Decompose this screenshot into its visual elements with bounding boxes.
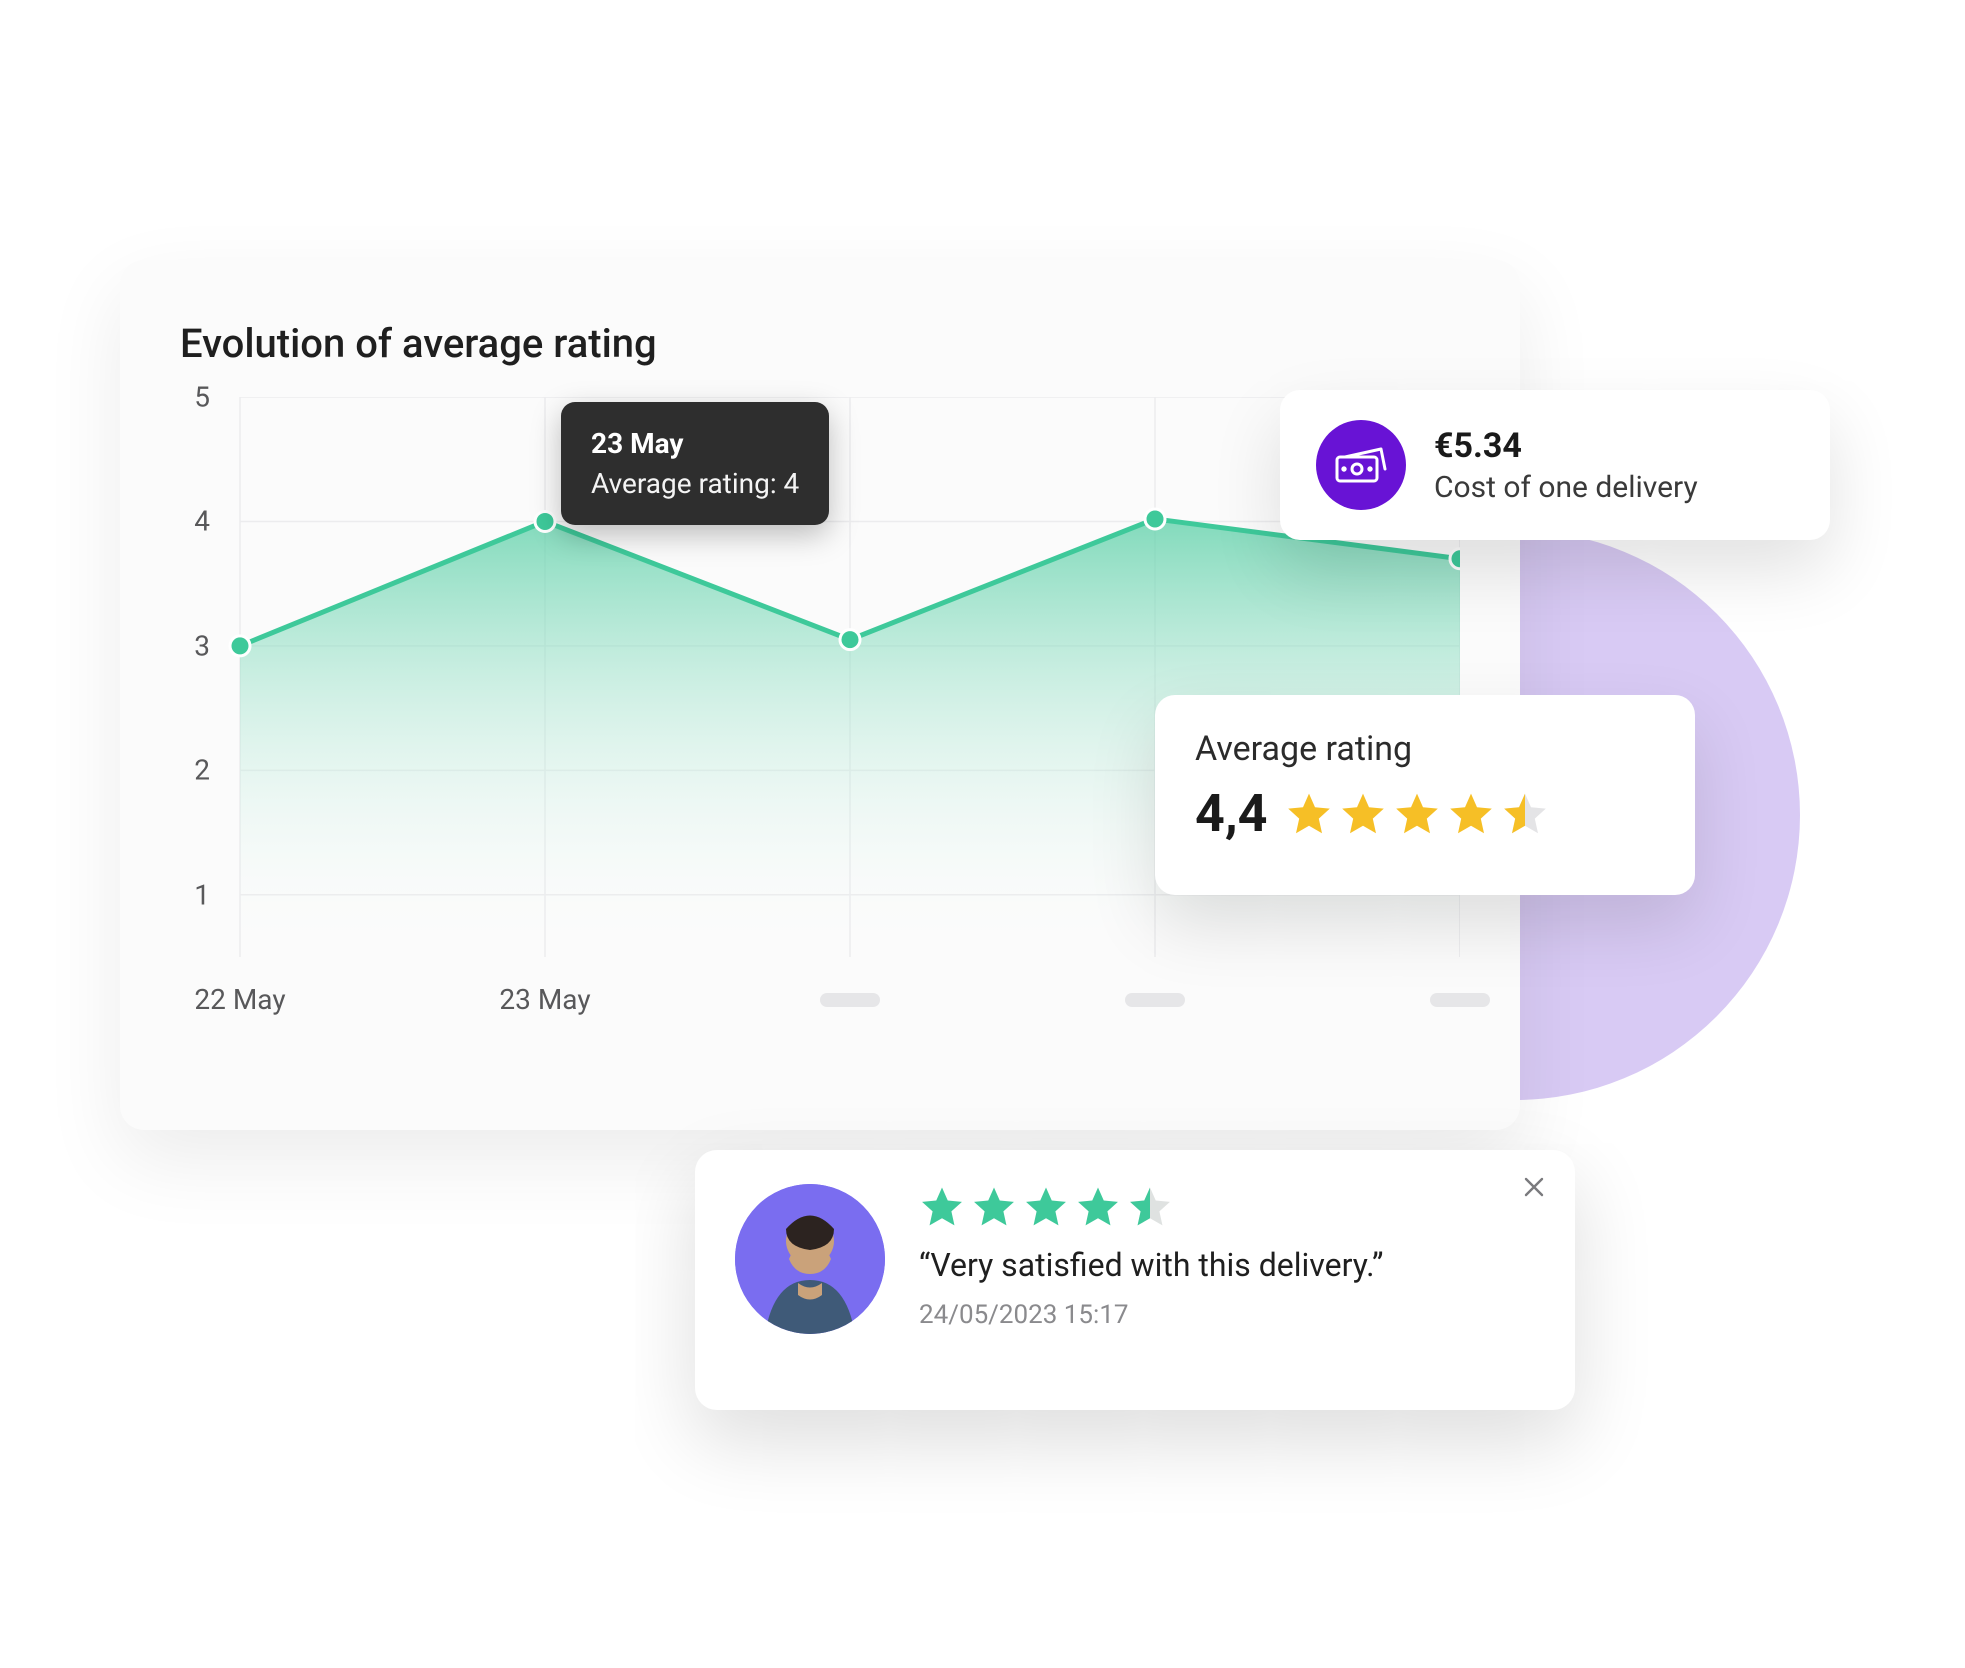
review-stars xyxy=(919,1184,1535,1230)
y-tick-label: 2 xyxy=(170,754,210,787)
star-icon xyxy=(1023,1184,1069,1230)
star-icon xyxy=(1075,1184,1121,1230)
close-icon xyxy=(1523,1176,1545,1198)
cash-icon xyxy=(1316,420,1406,510)
star-icon xyxy=(1127,1184,1173,1230)
x-tick-label: 22 May xyxy=(194,983,285,1016)
review-text: “Very satisfied with this delivery.” xyxy=(919,1246,1535,1284)
cost-value: €5.34 xyxy=(1434,426,1698,466)
rating-card: Average rating 4,4 xyxy=(1155,695,1695,895)
y-tick-label: 3 xyxy=(170,629,210,662)
x-tick-label: 23 May xyxy=(499,983,590,1016)
rating-card-value: 4,4 xyxy=(1195,783,1267,844)
tooltip-value: Average rating: 4 xyxy=(591,464,799,503)
rating-card-title: Average rating xyxy=(1195,729,1655,769)
tooltip-date: 23 May xyxy=(591,424,799,463)
y-tick-label: 5 xyxy=(170,381,210,414)
x-tick-placeholder xyxy=(1430,993,1490,1007)
review-card: “Very satisfied with this delivery.” 24/… xyxy=(695,1150,1575,1410)
star-icon xyxy=(1393,790,1441,838)
y-tick-label: 1 xyxy=(170,878,210,911)
star-icon xyxy=(919,1184,965,1230)
review-date: 24/05/2023 15:17 xyxy=(919,1300,1535,1330)
x-tick-placeholder xyxy=(820,993,880,1007)
close-button[interactable] xyxy=(1517,1170,1551,1204)
star-icon xyxy=(1501,790,1549,838)
star-icon xyxy=(1447,790,1495,838)
cost-label: Cost of one delivery xyxy=(1434,470,1698,505)
chart-title: Evolution of average rating xyxy=(180,320,1460,367)
star-icon xyxy=(971,1184,1017,1230)
star-icon xyxy=(1339,790,1387,838)
y-tick-label: 4 xyxy=(170,505,210,538)
chart-tooltip: 23 May Average rating: 4 xyxy=(561,402,829,524)
star-icon xyxy=(1285,790,1333,838)
x-tick-placeholder xyxy=(1125,993,1185,1007)
avatar-placeholder-icon xyxy=(735,1184,885,1334)
rating-card-stars xyxy=(1285,790,1549,838)
reviewer-avatar xyxy=(735,1184,885,1334)
cost-card: €5.34 Cost of one delivery xyxy=(1280,390,1830,540)
